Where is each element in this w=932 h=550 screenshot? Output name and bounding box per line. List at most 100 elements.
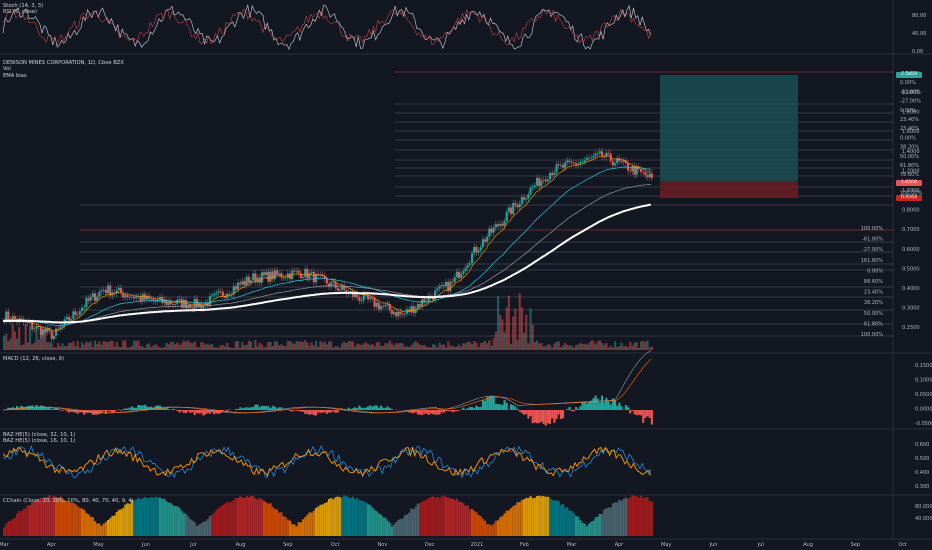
volume-bar [198, 347, 201, 350]
macd-histogram-bar [159, 405, 162, 410]
macd-histogram-bar [603, 402, 606, 410]
candle [87, 298, 90, 301]
volume-bar [33, 342, 36, 350]
macd-histogram-bar [475, 405, 478, 410]
volume-bar [629, 341, 632, 350]
macd-histogram-bar [490, 395, 493, 410]
cchain-bar [215, 509, 218, 536]
volume-bar [232, 347, 235, 350]
cchain-bar [371, 507, 374, 536]
cchain-bar [525, 497, 528, 536]
macd-histogram-bar [317, 410, 320, 413]
macd-histogram-bar [416, 410, 419, 415]
candle [284, 277, 287, 279]
cchain-bar [29, 505, 32, 536]
macd-histogram-bar [189, 410, 192, 413]
cchain-bar [598, 513, 601, 536]
cchain-bar [55, 497, 58, 536]
fib-label-mid: 50.00% [864, 311, 883, 317]
macd-histogram-bar [369, 405, 372, 410]
candle [650, 173, 653, 178]
cchain-bar [107, 519, 110, 536]
baz-axis-label: 0.300 [915, 484, 929, 490]
volume-bar [185, 341, 188, 350]
stop-zone [660, 181, 798, 198]
volume-bar [267, 341, 270, 350]
cchain-bar [96, 523, 99, 536]
cchain-bar [330, 498, 333, 536]
candle [228, 293, 231, 295]
cchain-bar [217, 508, 220, 536]
cchain-bar [187, 516, 190, 536]
cchain-bar [568, 510, 571, 536]
candle [527, 194, 530, 199]
cchain-bar [221, 504, 224, 536]
cchain-bar [120, 509, 123, 536]
macd-histogram-bar [410, 410, 413, 413]
cchain-bar [473, 510, 476, 536]
candle [247, 276, 250, 283]
candle [382, 306, 385, 307]
candle [594, 153, 597, 156]
macd-histogram-bar [85, 410, 88, 413]
price-legend: DENISON MINES CORPORATION, 1D, Cboe BZX … [3, 60, 124, 79]
cchain-bar [115, 511, 118, 536]
cchain-bar [455, 498, 458, 536]
macd-histogram-bar [585, 403, 588, 410]
time-axis-label-apr: Apr [615, 542, 625, 548]
cchain-bar [468, 509, 471, 536]
macd-histogram-bar [187, 410, 190, 412]
macd-histogram-bar [371, 406, 374, 410]
macd-histogram-bar [185, 410, 188, 414]
cchain-bar [258, 497, 261, 536]
fib-label-right: 50.00% [900, 154, 919, 160]
cchain-bar [11, 519, 14, 536]
cchain-bar [486, 524, 489, 536]
candle [575, 163, 578, 165]
candle [276, 270, 279, 275]
macd-histogram-bar [566, 408, 569, 410]
candle [505, 211, 508, 222]
macd-histogram-bar [182, 410, 185, 413]
fib-label-mid: 23.40% [864, 290, 883, 296]
candle [269, 271, 272, 282]
volume-bar [640, 341, 643, 350]
macd-histogram-bar [59, 410, 62, 411]
volume-bar [265, 346, 268, 350]
macd-histogram-bar [200, 410, 203, 414]
cchain-bar [549, 497, 552, 536]
volume-bar [178, 344, 181, 350]
macd-axis-label: 0.0500 [915, 392, 932, 398]
candle [306, 268, 309, 279]
volume-bar [61, 343, 64, 350]
symbol-title[interactable]: DENISON MINES CORPORATION, 1D, Cboe BZX [3, 60, 124, 66]
volume-bar [605, 342, 608, 350]
volume-bar [564, 343, 567, 350]
volume-bar [11, 324, 14, 350]
volume-bar [193, 341, 196, 350]
candle [195, 298, 198, 308]
macd-histogram-bar [328, 410, 331, 413]
cchain-bar [61, 498, 64, 536]
macd-histogram-bar [605, 397, 608, 410]
volume-bar [503, 332, 506, 350]
candle [536, 177, 539, 186]
macd-histogram-bar [297, 410, 300, 412]
cchain-axis-label: 80.0000 [915, 504, 932, 510]
volume-bar [388, 340, 391, 350]
target-zone [660, 75, 798, 181]
cchain-bar [581, 522, 584, 536]
volume-bar [536, 340, 539, 350]
candle [399, 311, 402, 315]
macd-histogram-bar [494, 403, 497, 410]
cchain-bar [386, 520, 389, 536]
volume-bar [237, 341, 240, 350]
cchain-bar [442, 495, 445, 536]
macd-histogram-bar [642, 410, 645, 423]
macd-histogram-bar [295, 410, 298, 411]
volume-bar [128, 347, 131, 350]
price-axis-label: 0.8000 [902, 208, 920, 214]
volume-bar [254, 340, 257, 350]
macd-histogram-bar [143, 404, 146, 410]
